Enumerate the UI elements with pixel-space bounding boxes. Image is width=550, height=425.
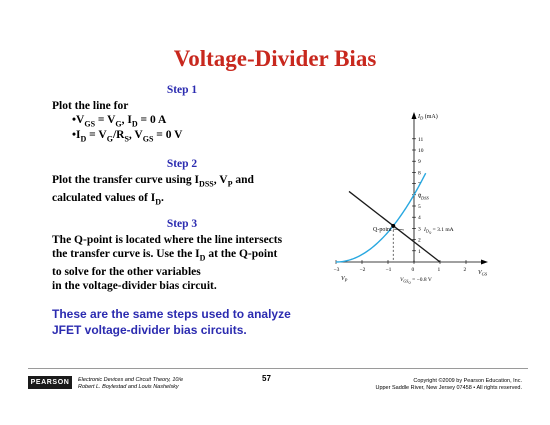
x-tick-label: −3 (334, 267, 340, 273)
step1-bullet-id: •ID = VG/RS, VGS = 0 V (72, 129, 183, 144)
q-point-label: Q-point (373, 227, 392, 233)
step3-text: The Q-point is located where the line in… (52, 234, 283, 293)
x-tick-label: −1 (386, 267, 392, 273)
vp-label: VP (341, 276, 348, 283)
publisher-logo: PEARSON (28, 376, 72, 389)
idq-label: IDQ = 3.1 mA (423, 227, 454, 235)
x-axis-arrow (481, 259, 488, 265)
y-tick-label: 8 (418, 170, 421, 176)
book-citation: Electronic Devices and Circuit Theory, 1… (78, 377, 184, 390)
y-tick-label: 9 (418, 159, 421, 165)
x-tick-label: 2 (464, 267, 467, 273)
page-number: 57 (262, 374, 271, 383)
step2-heading: Step 2 (166, 158, 198, 170)
y-tick-label: 1 (418, 249, 421, 255)
x-tick-label: −2 (360, 267, 366, 273)
x-tick-label: 0 (412, 267, 415, 273)
y-tick-label: 5 (418, 204, 421, 210)
step1-bullet-vgs: •VGS = VG, ID = 0 A (72, 114, 167, 129)
step1-intro: Plot the line for (52, 100, 129, 112)
x-tick-label: 1 (438, 267, 441, 273)
y-tick-label: 6 (418, 193, 421, 199)
step1-heading: Step 1 (166, 84, 198, 96)
q-point-pointer (392, 228, 405, 231)
y-tick-label: 3 (418, 226, 421, 232)
y-axis-arrow (411, 112, 417, 119)
transfer-curve (335, 172, 427, 263)
y-axis-label: ID (mA) (417, 113, 438, 121)
x-axis-label: VGS (478, 270, 488, 277)
vgsq-label: VGSQ = −0.8 V (400, 277, 432, 285)
y-tick-label: 2 (418, 238, 421, 244)
copyright-notice: Copyright ©2009 by Pearson Education, In… (375, 378, 522, 391)
idss-label: IDSS (418, 194, 429, 201)
x-ticks: −3 −2 −1 0 1 2 (334, 260, 467, 273)
y-tick-label: 4 (418, 215, 421, 221)
step2-text: Plot the transfer curve using IDSS, VP a… (52, 174, 254, 207)
step3-heading: Step 3 (166, 218, 198, 230)
y-tick-label: 11 (418, 137, 424, 143)
summary-note: These are the same steps used to analyze… (52, 307, 291, 337)
footer-divider (28, 368, 528, 369)
y-tick-label: 10 (418, 148, 424, 154)
slide-title: Voltage-Divider Bias (173, 46, 377, 71)
